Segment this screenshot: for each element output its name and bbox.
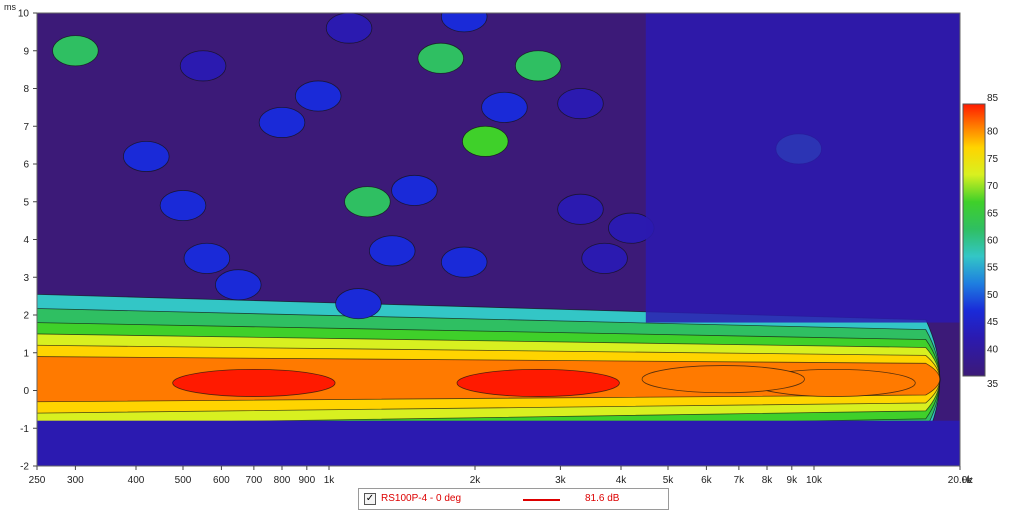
level-blob xyxy=(417,42,465,74)
y-tick-label: 8 xyxy=(23,84,29,95)
x-axis-ticks: 250 300 400 500 600 700 800 900 1k 2k 3k 4k 5k 6k 7k 8k… xyxy=(29,466,973,486)
low-level-region xyxy=(645,13,960,323)
color-scale-tick-label: 45 xyxy=(987,317,999,328)
x-tick-label: 8k xyxy=(762,475,774,486)
y-tick-label: 4 xyxy=(23,235,29,246)
x-tick-label: 300 xyxy=(67,475,84,486)
color-scale-tick-label: 75 xyxy=(987,154,999,165)
y-tick-label: 7 xyxy=(23,122,29,133)
x-axis-unit: Hz xyxy=(962,475,973,485)
x-tick-label: 5k xyxy=(663,475,675,486)
color-scale-tick-label: 40 xyxy=(987,344,999,355)
x-tick-label: 6k xyxy=(701,475,713,486)
color-scale-bar: 35 40 45 50 55 60 65 70 75 80 85 xyxy=(962,93,999,390)
x-tick-label: 400 xyxy=(128,475,145,486)
x-tick-label: 10k xyxy=(806,475,823,486)
level-blob xyxy=(456,368,620,397)
y-axis-ticks: -2 -1 0 1 2 3 4 5 6 7 8 9 10 xyxy=(18,9,37,473)
level-blob xyxy=(215,269,262,301)
y-tick-label: 10 xyxy=(18,9,30,20)
legend-checkbox[interactable]: ✓ xyxy=(364,493,376,505)
color-scale-tick-label: 85 xyxy=(987,93,999,104)
color-scale-tick-label: 35 xyxy=(987,379,999,390)
level-blob xyxy=(179,50,227,82)
level-blob xyxy=(368,235,416,267)
level-blob xyxy=(391,174,438,206)
color-scale-tick-label: 80 xyxy=(987,127,999,138)
legend-series-name: RS100P-4 - 0 deg xyxy=(381,493,462,504)
color-scale-tick-label: 65 xyxy=(987,208,999,219)
x-tick-label: 900 xyxy=(298,475,315,486)
level-blob xyxy=(52,35,99,67)
y-tick-label: 5 xyxy=(23,197,29,208)
color-scale-ticks: 35 40 45 50 55 60 65 70 75 80 85 xyxy=(987,93,999,390)
level-blob xyxy=(159,190,207,222)
x-tick-label: 2k xyxy=(470,475,482,486)
y-tick-label: -1 xyxy=(20,424,29,435)
x-tick-label: 9k xyxy=(787,475,799,486)
y-tick-label: 1 xyxy=(23,348,29,359)
color-scale-tick-label: 70 xyxy=(987,181,999,192)
level-blob xyxy=(462,125,509,157)
y-tick-label: -2 xyxy=(20,462,29,473)
color-scale-tick-label: 60 xyxy=(987,236,999,247)
level-blob xyxy=(325,13,373,44)
x-tick-label: 20.0k xyxy=(948,475,973,486)
y-tick-label: 0 xyxy=(23,386,29,397)
x-tick-label: 4k xyxy=(616,475,628,486)
y-tick-label: 3 xyxy=(23,273,29,284)
level-blob xyxy=(335,288,382,320)
x-tick-label: 7k xyxy=(734,475,746,486)
spectrogram-heatmap xyxy=(37,13,960,466)
level-blob xyxy=(440,13,488,33)
x-tick-label: 600 xyxy=(213,475,230,486)
level-blob xyxy=(172,368,336,397)
y-tick-label: 9 xyxy=(23,46,29,57)
x-tick-label: 3k xyxy=(555,475,567,486)
level-blob xyxy=(440,246,488,278)
level-blob xyxy=(557,88,604,120)
noise-floor xyxy=(37,420,960,466)
level-blob xyxy=(123,140,170,172)
legend-series-line xyxy=(523,499,560,501)
y-tick-label: 6 xyxy=(23,160,29,171)
x-tick-label: 1k xyxy=(324,475,336,486)
x-tick-label: 250 xyxy=(29,475,46,486)
level-blob xyxy=(481,91,528,123)
color-scale-tick-label: 55 xyxy=(987,263,999,274)
level-blob xyxy=(258,106,306,138)
level-blob xyxy=(641,365,805,394)
level-blob xyxy=(514,50,562,82)
y-axis-unit: ms xyxy=(4,2,16,12)
x-tick-label: 700 xyxy=(246,475,263,486)
plot-area xyxy=(37,13,960,466)
x-tick-label: 500 xyxy=(175,475,192,486)
y-tick-label: 2 xyxy=(23,311,29,322)
color-scale-tick-label: 50 xyxy=(987,290,999,301)
x-tick-label: 800 xyxy=(274,475,291,486)
level-blob xyxy=(183,242,231,274)
legend-series-value: 81.6 dB xyxy=(585,493,620,504)
level-blob xyxy=(557,193,604,225)
legend: ✓ RS100P-4 - 0 deg 81.6 dB xyxy=(358,488,669,510)
level-blob xyxy=(294,80,342,112)
level-blob xyxy=(581,242,628,274)
level-blob xyxy=(344,186,391,218)
